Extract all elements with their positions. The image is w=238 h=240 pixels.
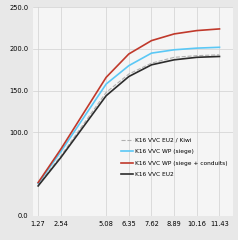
K16 VVC WP (siege + conduits) <box>37 181 40 184</box>
K16 VVC EU2 / Kiwi <box>150 62 153 65</box>
K16 VVC WP (siege) <box>195 47 198 50</box>
K16 VVC EU2 / Kiwi <box>127 72 130 75</box>
Line: K16 VVC EU2 / Kiwi: K16 VVC EU2 / Kiwi <box>38 55 219 185</box>
K16 VVC WP (siege) <box>173 48 176 51</box>
K16 VVC EU2 / Kiwi <box>60 154 62 157</box>
K16 VVC EU2 <box>105 94 108 97</box>
K16 VVC EU2 <box>150 63 153 66</box>
K16 VVC EU2 <box>173 58 176 61</box>
K16 VVC WP (siege) <box>60 150 62 153</box>
K16 VVC EU2 <box>127 75 130 78</box>
K16 VVC EU2 <box>60 156 62 159</box>
K16 VVC WP (siege + conduits) <box>150 39 153 42</box>
Legend: K16 VVC EU2 / Kiwi, K16 VVC WP (siege), K16 VVC WP (siege + conduits), K16 VVC E: K16 VVC EU2 / Kiwi, K16 VVC WP (siege), … <box>119 135 230 180</box>
K16 VVC WP (siege) <box>150 52 153 54</box>
K16 VVC EU2 / Kiwi <box>173 56 176 59</box>
K16 VVC EU2 <box>195 56 198 59</box>
K16 VVC WP (siege) <box>105 83 108 85</box>
K16 VVC EU2 <box>37 185 40 187</box>
K16 VVC WP (siege) <box>127 64 130 67</box>
K16 VVC WP (siege) <box>37 182 40 185</box>
K16 VVC WP (siege) <box>218 46 221 49</box>
K16 VVC EU2 / Kiwi <box>37 184 40 186</box>
K16 VVC WP (siege + conduits) <box>105 76 108 79</box>
K16 VVC WP (siege + conduits) <box>60 148 62 151</box>
K16 VVC WP (siege + conduits) <box>195 29 198 32</box>
K16 VVC EU2 / Kiwi <box>195 54 198 57</box>
Line: K16 VVC EU2: K16 VVC EU2 <box>38 56 219 186</box>
K16 VVC WP (siege + conduits) <box>173 32 176 35</box>
K16 VVC EU2 <box>218 55 221 58</box>
K16 VVC EU2 / Kiwi <box>105 91 108 94</box>
K16 VVC WP (siege + conduits) <box>218 27 221 30</box>
Line: K16 VVC WP (siege): K16 VVC WP (siege) <box>38 47 219 183</box>
K16 VVC WP (siege + conduits) <box>127 53 130 55</box>
Line: K16 VVC WP (siege + conduits): K16 VVC WP (siege + conduits) <box>38 29 219 183</box>
K16 VVC EU2 / Kiwi <box>218 53 221 56</box>
